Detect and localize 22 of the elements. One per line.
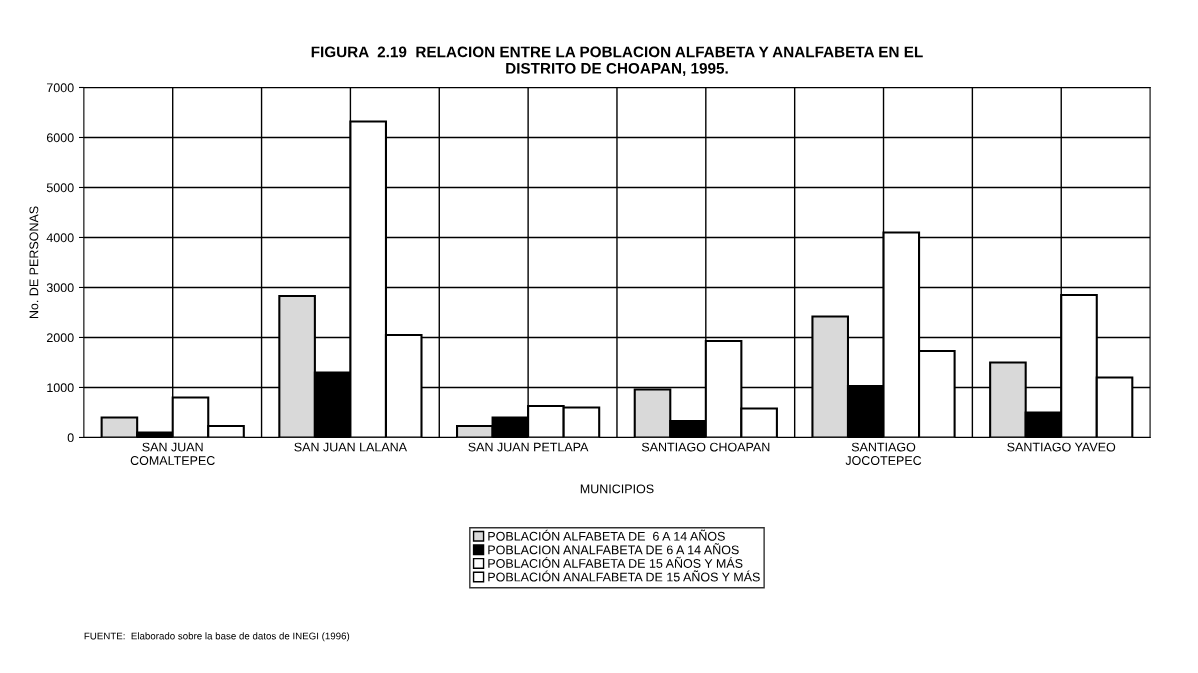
y-tick-label: 1000 <box>47 383 74 393</box>
x-tick-label: SANTIAGO CHOAPAN <box>641 442 770 452</box>
x-axis-title: MUNICIPIOS <box>580 484 654 494</box>
x-tick-label: SANTIAGO JOCOTEPEC <box>845 442 922 465</box>
y-tick-label: 5000 <box>46 183 74 193</box>
legend-label: POBLACIÓN ALFABETA DE 6 A 14 AÑOS <box>488 529 725 541</box>
x-tick-label: SANTIAGO YAVEO <box>1007 442 1116 452</box>
legend-label: POBLACIÓN ALFABETA DE 15 AÑOS Y MÁS <box>488 556 743 568</box>
y-tick-label: 7000 <box>46 83 74 93</box>
x-tick-label: SAN JUAN COMALTEPEC <box>130 442 215 465</box>
y-tick-label: 0 <box>67 433 74 443</box>
x-tick-label: SAN JUAN LALANA <box>294 442 408 452</box>
y-tick-label: 2000 <box>46 333 74 343</box>
y-tick-label: 6000 <box>46 133 74 143</box>
y-axis-title: No. DE PERSONAS <box>29 206 39 319</box>
legend-label: POBLACION ANALFABETA DE 6 A 14 AÑOS <box>488 543 739 555</box>
legend-label: POBLACIÓN ANALFABETA DE 15 AÑOS Y MÁS <box>488 570 760 582</box>
x-tick-label: SAN JUAN PETLAPA <box>468 442 589 452</box>
chart-title: FIGURA 2.19 RELACION ENTRE LA POBLACION ALFABETA Y ANALFABETA EN EL DISTRITO DE CHOAPAN, 1995. <box>311 46 923 76</box>
y-tick-label: 3000 <box>46 283 74 293</box>
y-tick-label: 4000 <box>46 233 74 243</box>
source-note: FUENTE: Elaborado sobre la base de datos de INEGI (1996) <box>84 632 350 642</box>
